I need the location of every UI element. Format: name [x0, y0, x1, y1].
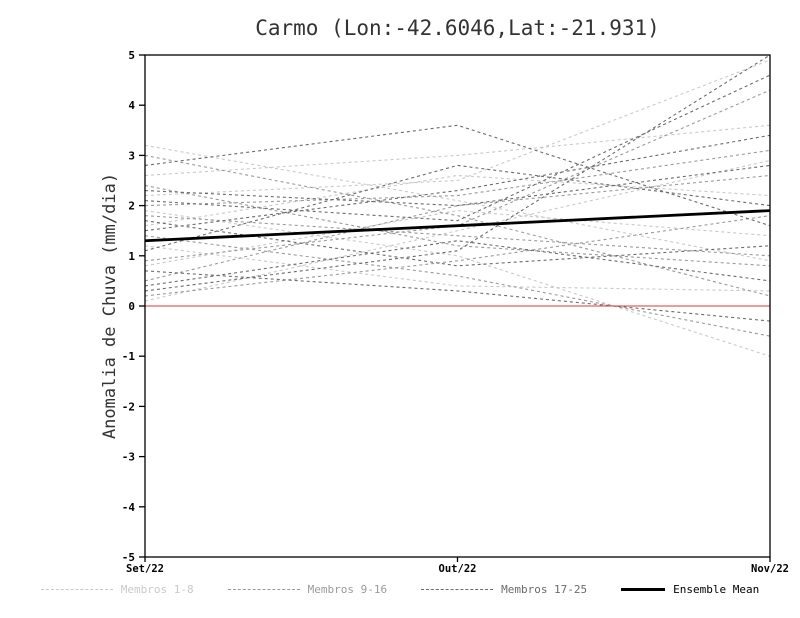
svg-text:-1: -1	[122, 350, 136, 363]
legend-item-membros-17-25: Membros 17-25	[421, 583, 587, 596]
svg-text:-4: -4	[122, 501, 136, 514]
legend-line-membros-1-8	[40, 589, 113, 590]
svg-text:Set/22: Set/22	[126, 563, 164, 575]
svg-text:5: 5	[128, 49, 135, 62]
svg-text:3: 3	[128, 149, 135, 162]
legend-line-ensemble-mean	[621, 588, 666, 591]
legend-line-membros-9-16	[227, 589, 300, 590]
legend-line-membros-17-25	[421, 589, 494, 590]
legend-label-membros-1-8: Membros 1-8	[120, 583, 194, 596]
svg-text:-3: -3	[122, 451, 135, 464]
svg-text:2: 2	[128, 200, 135, 213]
legend-label-ensemble-mean: Ensemble Mean	[673, 583, 760, 596]
legend-item-ensemble-mean: Ensemble Mean	[621, 583, 759, 596]
svg-text:-5: -5	[122, 551, 135, 564]
legend: Membros 1-8 Membros 9-16 Membros 17-25 E…	[0, 583, 800, 596]
legend-item-membros-1-8: Membros 1-8	[40, 583, 194, 596]
svg-text:0: 0	[128, 300, 135, 313]
legend-label-membros-9-16: Membros 9-16	[307, 583, 388, 596]
legend-label-membros-17-25: Membros 17-25	[501, 583, 588, 596]
svg-text:-2: -2	[122, 400, 135, 413]
chart-title: Carmo (Lon:-42.6046,Lat:-21.931)	[255, 16, 660, 40]
svg-text:Out/22: Out/22	[439, 563, 477, 575]
svg-text:Nov/22: Nov/22	[751, 563, 789, 575]
legend-item-membros-9-16: Membros 9-16	[227, 583, 388, 596]
svg-text:4: 4	[128, 99, 135, 112]
svg-text:1: 1	[128, 250, 135, 263]
